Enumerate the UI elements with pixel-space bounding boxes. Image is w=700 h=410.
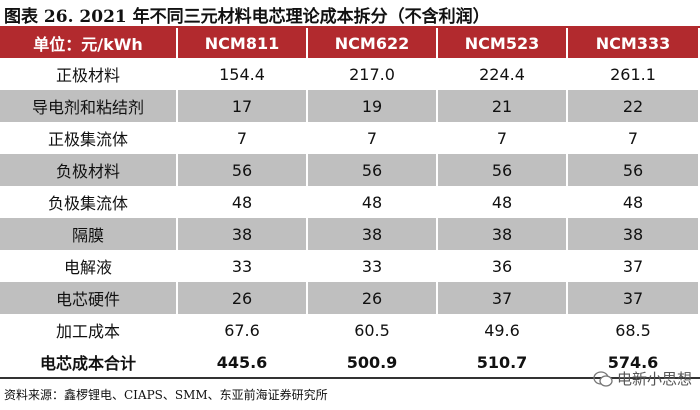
value-cell: 33 xyxy=(178,250,308,282)
title: 图表 26. 2021 年不同三元材料电芯理论成本拆分（不含利润） xyxy=(4,7,490,27)
row-label: 电芯硬件 xyxy=(0,282,178,314)
value-cell: 37 xyxy=(438,282,568,314)
value-cell: 38 xyxy=(308,218,438,250)
value-cell: 38 xyxy=(178,218,308,250)
value-cell: 7 xyxy=(308,122,438,154)
value-cell: 37 xyxy=(568,282,700,314)
value-cell: 574.6 xyxy=(568,346,700,378)
value-cell: 445.6 xyxy=(178,346,308,378)
value-cell: 48 xyxy=(568,186,700,218)
value-cell: 37 xyxy=(568,250,700,282)
row-label: 正极材料 xyxy=(0,58,178,90)
value-cell: 7 xyxy=(178,122,308,154)
value-cell: 38 xyxy=(438,218,568,250)
value-cell: 38 xyxy=(568,218,700,250)
header-cell: NCM811 xyxy=(178,28,308,58)
value-cell: 154.4 xyxy=(178,58,308,90)
header-cell: NCM523 xyxy=(438,28,568,58)
row-label: 电芯成本合计 xyxy=(0,346,178,378)
value-cell: 56 xyxy=(178,154,308,186)
row-label: 负极集流体 xyxy=(0,186,178,218)
value-cell: 7 xyxy=(438,122,568,154)
value-cell: 56 xyxy=(568,154,700,186)
value-cell: 48 xyxy=(438,186,568,218)
value-cell: 33 xyxy=(308,250,438,282)
value-cell: 60.5 xyxy=(308,314,438,346)
value-cell: 17 xyxy=(178,90,308,122)
value-cell: 48 xyxy=(308,186,438,218)
value-cell: 36 xyxy=(438,250,568,282)
row-label: 负极材料 xyxy=(0,154,178,186)
value-cell: 26 xyxy=(308,282,438,314)
row-label: 导电剂和粘结剂 xyxy=(0,90,178,122)
header-cell: NCM622 xyxy=(308,28,438,58)
row-label: 加工成本 xyxy=(0,314,178,346)
value-cell: 67.6 xyxy=(178,314,308,346)
value-cell: 261.1 xyxy=(568,58,700,90)
value-cell: 48 xyxy=(178,186,308,218)
value-cell: 217.0 xyxy=(308,58,438,90)
row-label: 正极集流体 xyxy=(0,122,178,154)
value-cell: 7 xyxy=(568,122,700,154)
title-rule xyxy=(0,26,700,28)
watermark: 电新小思想 xyxy=(593,368,692,389)
value-cell: 21 xyxy=(438,90,568,122)
header-cell: NCM333 xyxy=(568,28,700,58)
table-bottom-rule xyxy=(0,377,700,379)
value-cell: 500.9 xyxy=(308,346,438,378)
row-label: 隔膜 xyxy=(0,218,178,250)
value-cell: 56 xyxy=(438,154,568,186)
wechat-icon xyxy=(593,370,613,387)
value-cell: 49.6 xyxy=(438,314,568,346)
value-cell: 68.5 xyxy=(568,314,700,346)
value-cell: 510.7 xyxy=(438,346,568,378)
row-label: 电解液 xyxy=(0,250,178,282)
value-cell: 56 xyxy=(308,154,438,186)
source: 资料来源：鑫椤锂电、CIAPS、SMM、东亚前海证券研究所 xyxy=(4,388,328,402)
value-cell: 19 xyxy=(308,90,438,122)
watermark-text: 电新小思想 xyxy=(616,370,692,388)
value-cell: 26 xyxy=(178,282,308,314)
header-cell: 单位：元/kWh xyxy=(0,28,178,58)
value-cell: 22 xyxy=(568,90,700,122)
value-cell: 224.4 xyxy=(438,58,568,90)
